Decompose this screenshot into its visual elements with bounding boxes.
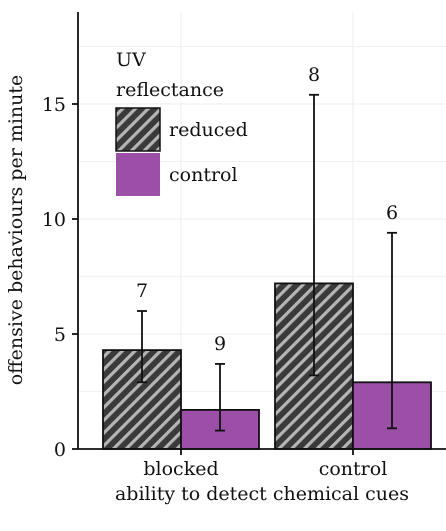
legend-key-reduced [115,107,161,152]
n-label-control-blocked: 9 [214,333,226,355]
axes: 0 5 10 15 blocked control [42,12,446,480]
sample-size-labels: 7 8 9 6 [136,64,398,355]
n-label-reduced-control: 8 [308,64,320,86]
legend-label-control: control [169,164,238,186]
x-axis-label: ability to detect chemical cues [115,483,409,505]
x-tick-label: control [319,458,388,480]
legend-title: UV [116,49,146,71]
legend-title: reflectance [116,79,224,101]
n-label-control-control: 6 [386,202,398,224]
legend: UV reflectance reduced control [115,49,248,196]
n-label-reduced-blocked: 7 [136,280,148,302]
y-tick-label: 5 [54,324,66,346]
legend-key-control [116,153,160,196]
y-tick-label: 15 [42,94,66,116]
y-tick-label: 0 [54,439,66,461]
y-tick-label: 10 [42,209,66,231]
x-tick-label: blocked [143,458,218,480]
error-bars [137,93,397,432]
legend-label-reduced: reduced [169,119,248,141]
y-axis-label: offensive behaviours per minute [5,75,27,386]
bars [102,282,432,450]
